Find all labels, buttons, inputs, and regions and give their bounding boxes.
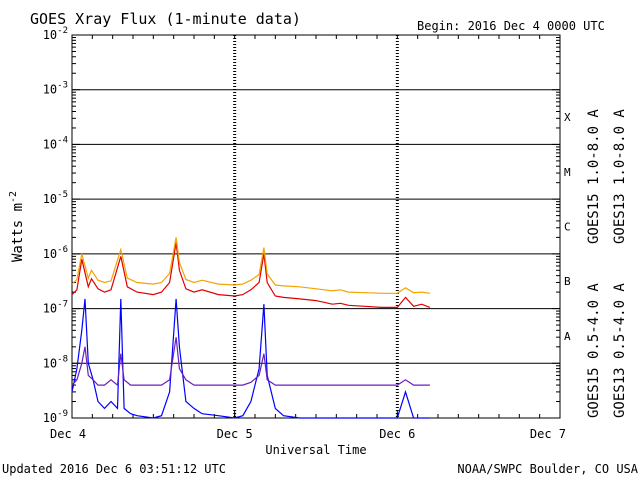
legend-entry: GOES15 1.0-8.0 A xyxy=(586,109,602,244)
svg-text:Watts m-2: Watts m-2 xyxy=(8,191,26,262)
legend-entry: GOES13 1.0-8.0 A xyxy=(612,109,628,244)
begin-label: Begin: 2016 Dec 4 0000 UTC xyxy=(417,19,605,33)
x-tick-label: Dec 6 xyxy=(379,427,415,441)
plot-area xyxy=(71,34,561,419)
x-axis-label: Universal Time xyxy=(265,443,366,457)
y-tick-label: 10-3 xyxy=(43,81,68,97)
y-tick-label: 10-9 xyxy=(43,409,68,425)
y-tick-label: 10-4 xyxy=(43,135,68,151)
chart-title: GOES Xray Flux (1-minute data) xyxy=(30,10,301,28)
series-line-2 xyxy=(71,298,430,419)
x-tick-label: Dec 5 xyxy=(217,427,253,441)
y-tick-label: 10-5 xyxy=(43,190,68,206)
y-tick-label: 10-2 xyxy=(43,26,68,42)
flare-class-c: C xyxy=(564,221,571,234)
source-label: NOAA/SWPC Boulder, CO USA xyxy=(457,462,638,476)
flare-class-x: X xyxy=(564,111,571,124)
y-tick-label: 10-6 xyxy=(43,245,68,261)
flare-class-m: M xyxy=(564,166,571,179)
flare-class-a: A xyxy=(564,330,571,343)
flare-class-b: B xyxy=(564,275,571,288)
series-line-1 xyxy=(71,237,430,294)
y-tick-labels: 10-9 10-8 10-7 10-6 10-5 10-4 10-3 10-2 xyxy=(43,26,68,425)
series-line-3 xyxy=(71,337,430,387)
legend-entry: GOES13 0.5-4.0 A xyxy=(612,283,628,418)
legend-entry: GOES15 0.5-4.0 A xyxy=(586,283,602,418)
y-axis-label-group: Watts m-2 xyxy=(8,191,26,262)
series-line-0 xyxy=(71,242,431,308)
y-tick-label: 10-7 xyxy=(43,300,68,316)
x-tick-label: Dec 4 xyxy=(50,427,86,441)
gridlines xyxy=(71,34,561,419)
y-axis-label-exponent: -2 xyxy=(8,191,19,203)
y-tick-label: 10-8 xyxy=(43,354,68,370)
series-group xyxy=(71,237,431,419)
legend: GOES15 1.0-8.0 A GOES13 1.0-8.0 A GOES15 0… xyxy=(586,109,628,418)
x-tick-label: Dec 7 xyxy=(530,427,566,441)
flare-class-labels: A B C M X xyxy=(564,111,571,343)
y-axis-label: Watts m xyxy=(10,203,26,262)
x-tick-labels: Dec 4 Dec 5 Dec 6 Dec 7 xyxy=(50,427,566,441)
updated-label: Updated 2016 Dec 6 03:51:12 UTC xyxy=(2,462,226,476)
